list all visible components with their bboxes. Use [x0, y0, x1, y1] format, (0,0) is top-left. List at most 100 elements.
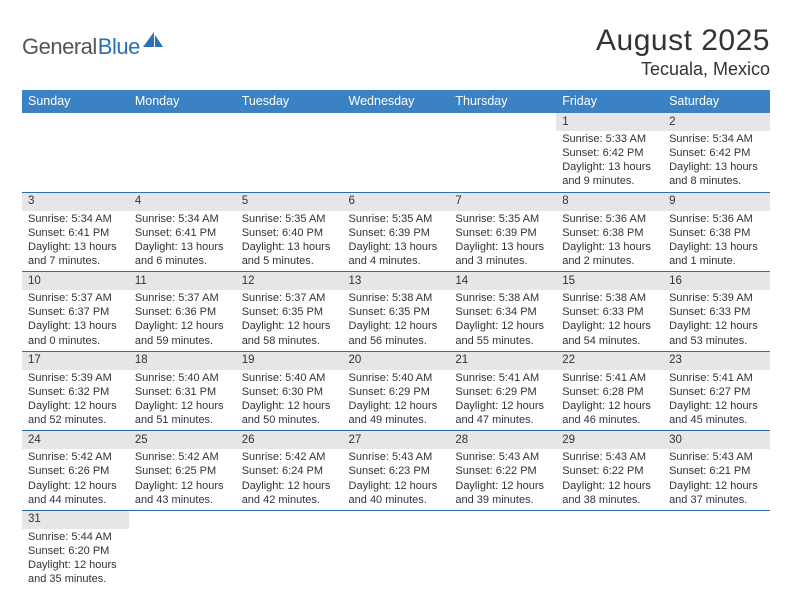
daylight-text: Daylight: 13 hours — [28, 240, 123, 254]
day-number: 10 — [22, 272, 129, 291]
sunrise-text: Sunrise: 5:42 AM — [242, 450, 337, 464]
daylight-text: Daylight: 13 hours — [28, 319, 123, 333]
day-number-row: 12 — [22, 113, 770, 131]
location-subtitle: Tecuala, Mexico — [596, 59, 770, 80]
sunset-text: Sunset: 6:38 PM — [669, 226, 764, 240]
day-body-row: Sunrise: 5:33 AMSunset: 6:42 PMDaylight:… — [22, 131, 770, 192]
sunrise-text: Sunrise: 5:38 AM — [455, 291, 550, 305]
daylight-text: Daylight: 12 hours — [135, 319, 230, 333]
sunset-text: Sunset: 6:39 PM — [349, 226, 444, 240]
sunset-text: Sunset: 6:41 PM — [135, 226, 230, 240]
day-details: Sunrise: 5:43 AMSunset: 6:23 PMDaylight:… — [343, 449, 450, 510]
daylight-text: Daylight: 12 hours — [562, 479, 657, 493]
sunrise-text: Sunrise: 5:40 AM — [242, 371, 337, 385]
sunrise-text: Sunrise: 5:37 AM — [242, 291, 337, 305]
daylight-text: and 46 minutes. — [562, 413, 657, 427]
day-number: 4 — [129, 192, 236, 211]
day-details: Sunrise: 5:43 AMSunset: 6:22 PMDaylight:… — [556, 449, 663, 510]
sunset-text: Sunset: 6:29 PM — [349, 385, 444, 399]
day-details: Sunrise: 5:35 AMSunset: 6:40 PMDaylight:… — [236, 211, 343, 272]
daylight-text: and 43 minutes. — [135, 493, 230, 507]
day-number: 25 — [129, 431, 236, 450]
empty-cell — [449, 131, 556, 192]
daylight-text: and 50 minutes. — [242, 413, 337, 427]
empty-cell — [236, 113, 343, 131]
sunset-text: Sunset: 6:30 PM — [242, 385, 337, 399]
daylight-text: and 2 minutes. — [562, 254, 657, 268]
day-details: Sunrise: 5:39 AMSunset: 6:32 PMDaylight:… — [22, 370, 129, 431]
dow-header: Wednesday — [343, 90, 450, 113]
sunset-text: Sunset: 6:42 PM — [562, 146, 657, 160]
sunset-text: Sunset: 6:36 PM — [135, 305, 230, 319]
day-number: 26 — [236, 431, 343, 450]
sunrise-text: Sunrise: 5:33 AM — [562, 132, 657, 146]
empty-cell — [663, 529, 770, 589]
daylight-text: Daylight: 12 hours — [349, 479, 444, 493]
day-details: Sunrise: 5:37 AMSunset: 6:35 PMDaylight:… — [236, 290, 343, 351]
sunset-text: Sunset: 6:33 PM — [669, 305, 764, 319]
daylight-text: Daylight: 12 hours — [242, 319, 337, 333]
day-number: 15 — [556, 272, 663, 291]
day-number: 14 — [449, 272, 556, 291]
day-details: Sunrise: 5:39 AMSunset: 6:33 PMDaylight:… — [663, 290, 770, 351]
daylight-text: and 7 minutes. — [28, 254, 123, 268]
day-details: Sunrise: 5:38 AMSunset: 6:35 PMDaylight:… — [343, 290, 450, 351]
empty-cell — [129, 131, 236, 192]
day-body-row: Sunrise: 5:42 AMSunset: 6:26 PMDaylight:… — [22, 449, 770, 510]
day-details: Sunrise: 5:42 AMSunset: 6:25 PMDaylight:… — [129, 449, 236, 510]
day-number-row: 3456789 — [22, 192, 770, 211]
daylight-text: Daylight: 12 hours — [455, 399, 550, 413]
empty-cell — [556, 529, 663, 589]
empty-cell — [343, 113, 450, 131]
day-number: 18 — [129, 351, 236, 370]
day-details: Sunrise: 5:40 AMSunset: 6:29 PMDaylight:… — [343, 370, 450, 431]
day-details: Sunrise: 5:34 AMSunset: 6:41 PMDaylight:… — [22, 211, 129, 272]
day-number: 28 — [449, 431, 556, 450]
day-details: Sunrise: 5:40 AMSunset: 6:30 PMDaylight:… — [236, 370, 343, 431]
empty-cell — [22, 131, 129, 192]
daylight-text: and 37 minutes. — [669, 493, 764, 507]
day-number: 23 — [663, 351, 770, 370]
daylight-text: and 58 minutes. — [242, 334, 337, 348]
day-details: Sunrise: 5:34 AMSunset: 6:42 PMDaylight:… — [663, 131, 770, 192]
day-number: 13 — [343, 272, 450, 291]
sunset-text: Sunset: 6:31 PM — [135, 385, 230, 399]
sunset-text: Sunset: 6:22 PM — [455, 464, 550, 478]
sunset-text: Sunset: 6:25 PM — [135, 464, 230, 478]
day-number: 6 — [343, 192, 450, 211]
empty-cell — [129, 529, 236, 589]
sunrise-text: Sunrise: 5:43 AM — [669, 450, 764, 464]
daylight-text: Daylight: 13 hours — [349, 240, 444, 254]
day-details: Sunrise: 5:38 AMSunset: 6:33 PMDaylight:… — [556, 290, 663, 351]
daylight-text: Daylight: 12 hours — [135, 479, 230, 493]
day-body-row: Sunrise: 5:37 AMSunset: 6:37 PMDaylight:… — [22, 290, 770, 351]
daylight-text: and 4 minutes. — [349, 254, 444, 268]
sunset-text: Sunset: 6:34 PM — [455, 305, 550, 319]
daylight-text: Daylight: 12 hours — [242, 479, 337, 493]
dow-header: Tuesday — [236, 90, 343, 113]
day-number: 5 — [236, 192, 343, 211]
day-number: 9 — [663, 192, 770, 211]
daylight-text: Daylight: 12 hours — [455, 319, 550, 333]
sunrise-text: Sunrise: 5:42 AM — [135, 450, 230, 464]
sunset-text: Sunset: 6:41 PM — [28, 226, 123, 240]
sunrise-text: Sunrise: 5:39 AM — [28, 371, 123, 385]
daylight-text: and 1 minute. — [669, 254, 764, 268]
daylight-text: Daylight: 13 hours — [562, 240, 657, 254]
sunrise-text: Sunrise: 5:37 AM — [28, 291, 123, 305]
daylight-text: and 9 minutes. — [562, 174, 657, 188]
daylight-text: and 47 minutes. — [455, 413, 550, 427]
sunrise-text: Sunrise: 5:34 AM — [28, 212, 123, 226]
dow-header: Monday — [129, 90, 236, 113]
daylight-text: Daylight: 12 hours — [562, 319, 657, 333]
daylight-text: Daylight: 12 hours — [28, 479, 123, 493]
sunrise-text: Sunrise: 5:43 AM — [562, 450, 657, 464]
daylight-text: and 53 minutes. — [669, 334, 764, 348]
daylight-text: and 56 minutes. — [349, 334, 444, 348]
daylight-text: and 55 minutes. — [455, 334, 550, 348]
sunrise-text: Sunrise: 5:36 AM — [562, 212, 657, 226]
day-body-row: Sunrise: 5:44 AMSunset: 6:20 PMDaylight:… — [22, 529, 770, 589]
day-details: Sunrise: 5:35 AMSunset: 6:39 PMDaylight:… — [343, 211, 450, 272]
sunset-text: Sunset: 6:22 PM — [562, 464, 657, 478]
empty-cell — [236, 131, 343, 192]
